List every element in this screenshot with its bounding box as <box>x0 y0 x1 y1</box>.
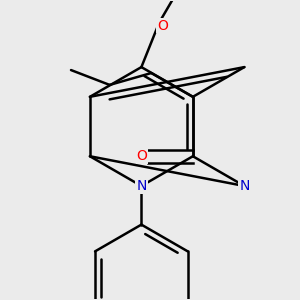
Text: O: O <box>157 19 168 33</box>
Text: N: N <box>239 179 250 193</box>
Text: N: N <box>136 179 147 193</box>
Text: O: O <box>136 149 148 163</box>
